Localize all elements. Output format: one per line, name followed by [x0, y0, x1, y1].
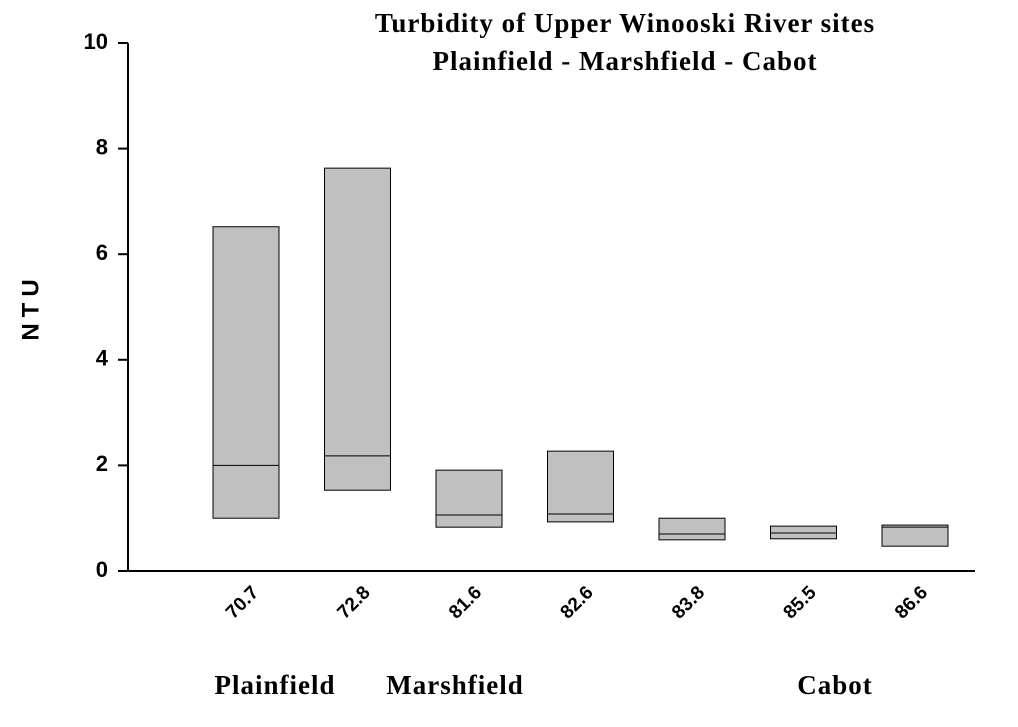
- x-tick-label: 85.5: [780, 582, 821, 623]
- x-tick-label: 81.6: [445, 582, 486, 623]
- box: [212, 226, 280, 519]
- box: [435, 469, 503, 528]
- x-tick-label: 82.6: [557, 582, 598, 623]
- y-tick-label: 8: [96, 134, 108, 159]
- x-tick-label: 83.8: [668, 582, 709, 623]
- chart-subtitle: Plainfield - Marshfield - Cabot: [433, 46, 818, 76]
- group-label: Plainfield: [214, 670, 335, 700]
- box: [658, 517, 726, 541]
- y-tick-label: 10: [84, 29, 108, 54]
- y-tick-label: 4: [96, 346, 109, 371]
- x-tick-label: 72.8: [334, 582, 375, 623]
- y-axis-label: NTU: [17, 273, 44, 340]
- group-label: Cabot: [797, 670, 873, 700]
- y-tick-label: 0: [96, 557, 108, 582]
- y-tick-label: 6: [96, 240, 108, 265]
- x-tick-label: 70.7: [222, 582, 263, 623]
- group-label: Marshfield: [386, 670, 524, 700]
- y-tick-label: 2: [96, 451, 108, 476]
- box: [881, 524, 949, 547]
- x-tick-label: 86.6: [891, 582, 932, 623]
- box: [547, 450, 614, 523]
- chart-title: Turbidity of Upper Winooski River sites: [375, 8, 875, 38]
- box: [324, 167, 391, 491]
- box: [770, 525, 837, 540]
